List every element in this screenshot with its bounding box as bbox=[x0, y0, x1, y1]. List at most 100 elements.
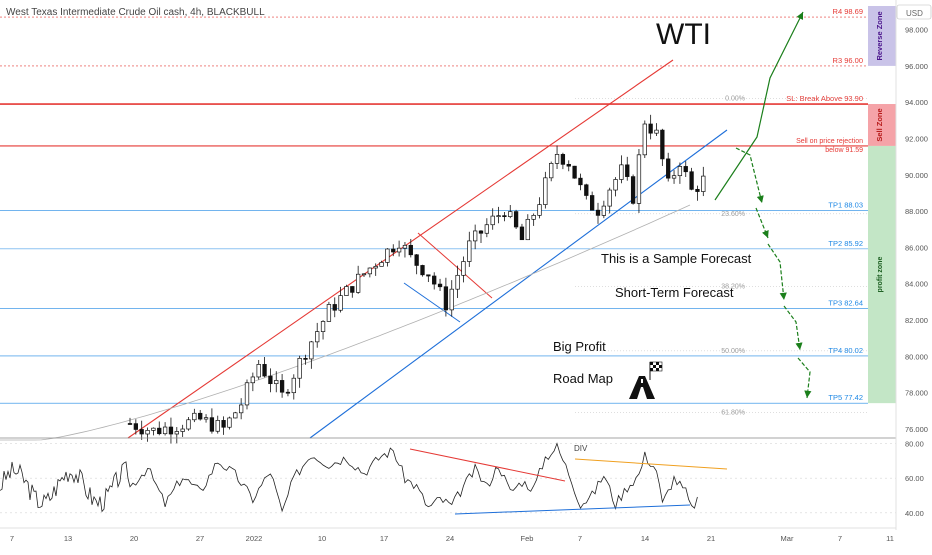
annotation-short-term: Short-Term Forecast bbox=[615, 285, 734, 300]
currency-label: USD bbox=[906, 9, 923, 18]
level-label-7: TP4 80.02 bbox=[828, 346, 863, 355]
candle-body bbox=[385, 248, 390, 263]
candle-body bbox=[671, 175, 677, 179]
candle-body bbox=[338, 295, 343, 311]
fib-label-4: 61.80% bbox=[721, 410, 745, 417]
zone-label-2: profit zone bbox=[877, 257, 884, 293]
candle-body bbox=[209, 417, 215, 432]
time-tick-label: 2022 bbox=[246, 534, 263, 543]
candle-body bbox=[174, 431, 179, 435]
down-arrow-4 bbox=[797, 357, 812, 399]
price-axis: 76.000 78.000 80.000 82.000 84.000 86.000 88.0… bbox=[895, 0, 932, 530]
price-tick-label: 88.000 bbox=[905, 207, 928, 216]
rsi-bear-div-line bbox=[409, 448, 566, 482]
zone-panels: Reverse Zone Sell Zone profit zone bbox=[868, 6, 896, 404]
candle-body bbox=[607, 189, 612, 207]
price-tick-label: 86.000 bbox=[905, 243, 928, 252]
candle-body bbox=[350, 286, 355, 293]
time-tick-label: 7 bbox=[10, 534, 14, 543]
candle-body bbox=[666, 158, 671, 179]
candle-body bbox=[420, 265, 425, 276]
chart-title: West Texas Intermediate Crude Oil cash, … bbox=[6, 7, 265, 18]
price-tick-label: 78.000 bbox=[905, 389, 928, 398]
rsi-line bbox=[0, 442, 698, 513]
candle-body bbox=[203, 417, 209, 420]
moving-average-line bbox=[0, 204, 691, 441]
rsi-resistance-line bbox=[574, 458, 728, 470]
candle-body bbox=[437, 283, 443, 288]
candle-body bbox=[490, 215, 495, 226]
candle-body bbox=[356, 273, 361, 293]
candle-body bbox=[660, 129, 665, 160]
price-tick-label: 82.000 bbox=[905, 316, 928, 325]
price-tick-label: 98.000 bbox=[905, 26, 928, 35]
candle-body bbox=[268, 375, 273, 385]
candle-body bbox=[677, 166, 683, 177]
candle-body bbox=[367, 267, 372, 275]
candle-body bbox=[402, 244, 408, 249]
rsi-tick-label: 60.00 bbox=[905, 474, 924, 483]
candle-body bbox=[554, 154, 560, 164]
annotation-big-profit: Big Profit bbox=[553, 339, 606, 354]
down-arrow-1 bbox=[755, 207, 769, 239]
candle-body bbox=[630, 176, 636, 204]
time-tick-label: 17 bbox=[380, 534, 388, 543]
candle-body bbox=[572, 165, 577, 179]
candle-body bbox=[695, 188, 700, 192]
candle-body bbox=[502, 215, 507, 218]
candle-body bbox=[198, 412, 203, 420]
candle-body bbox=[443, 286, 449, 311]
candle-body bbox=[449, 288, 454, 311]
candle-body bbox=[361, 273, 367, 276]
candle-body bbox=[537, 204, 542, 216]
candle-body bbox=[478, 230, 484, 234]
candle-body bbox=[636, 154, 642, 204]
candle-body bbox=[344, 286, 349, 296]
candle-body bbox=[180, 428, 185, 432]
candle-body bbox=[654, 129, 659, 134]
candle-body bbox=[291, 377, 296, 394]
fib-label-0: 0.00% bbox=[725, 96, 745, 103]
price-tick-label: 90.000 bbox=[905, 171, 928, 180]
candle-body bbox=[157, 427, 162, 435]
candle-body bbox=[221, 420, 226, 428]
candle-body bbox=[461, 261, 466, 276]
price-tick-label: 96.000 bbox=[905, 62, 928, 71]
candle-body bbox=[467, 240, 472, 262]
candle-body bbox=[689, 171, 694, 190]
candle-body bbox=[297, 357, 302, 379]
rsi-div-label: DIV bbox=[574, 444, 588, 453]
candle-body bbox=[285, 391, 291, 394]
candle-body bbox=[244, 382, 250, 406]
candle-body bbox=[239, 404, 244, 414]
time-axis: 7 13 20 27 2022 10 17 24 Feb 7 14 21 Mar 7 11 bbox=[0, 527, 896, 543]
price-tick-label: 76.000 bbox=[905, 425, 928, 434]
candle-body bbox=[186, 419, 191, 430]
candle-body bbox=[589, 195, 595, 211]
zone-2 bbox=[868, 145, 896, 404]
fib-label-2: 38.20% bbox=[721, 283, 745, 290]
candle-body bbox=[519, 226, 525, 241]
candle-body bbox=[484, 224, 489, 234]
candle-body bbox=[396, 247, 402, 253]
time-tick-label: 27 bbox=[196, 534, 204, 543]
big-wti-label: WTI bbox=[656, 18, 711, 51]
candle-body bbox=[227, 417, 232, 428]
level-label-8: TP5 77.42 bbox=[828, 393, 863, 402]
down-arrow-2 bbox=[767, 243, 787, 301]
candle-body bbox=[595, 209, 601, 216]
fib-label-3: 50.00% bbox=[721, 348, 745, 355]
candle-body bbox=[373, 265, 378, 269]
level-label-6: TP3 82.64 bbox=[828, 298, 863, 307]
candle-body bbox=[508, 211, 513, 217]
candle-body bbox=[139, 429, 144, 435]
zone-0 bbox=[868, 6, 896, 66]
time-tick-label: 14 bbox=[641, 534, 649, 543]
candle-body bbox=[566, 163, 571, 167]
candle-body bbox=[648, 123, 653, 134]
candle-body bbox=[215, 420, 220, 432]
candle-body bbox=[391, 248, 396, 253]
level-label-5: TP2 85.92 bbox=[828, 239, 863, 248]
